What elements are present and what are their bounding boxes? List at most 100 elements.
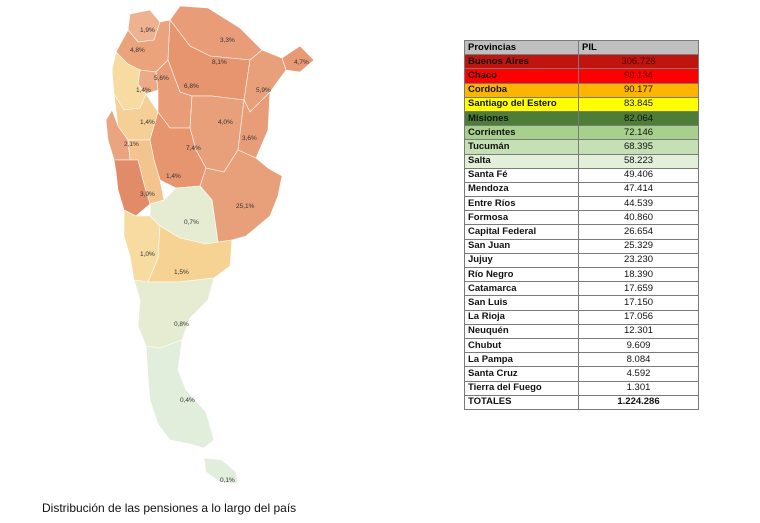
table-row: San Juan 25.329: [464, 238, 699, 254]
region-tierra-del-fuego: [203, 457, 239, 485]
label-chubut: 0,8%: [174, 321, 189, 328]
map-caption: Distribución de las pensiones a lo largo…: [42, 501, 297, 515]
label-la-pampa: 0,7%: [184, 219, 199, 226]
label-corrientes: 5,9%: [256, 87, 271, 94]
pil-value: 40.860: [578, 210, 699, 226]
label-santa-fe: 4,0%: [218, 119, 233, 126]
table-row: Entre Ríos 44.539: [464, 196, 699, 212]
province-name: San Juan: [464, 238, 579, 254]
province-name: Tucumán: [464, 139, 579, 155]
pil-value: 49.406: [578, 167, 699, 183]
region-santa-cruz: [145, 339, 215, 449]
province-name: San Luis: [464, 295, 579, 311]
map-percentage-labels: 1,9% 3,3% 4,8% 8,1% 4,7% 5,6% 6,8% 5,9% …: [124, 27, 309, 484]
label-buenos-aires: 25,1%: [236, 203, 255, 210]
label-neuquen: 1,0%: [140, 251, 155, 258]
table-row: Tierra del Fuego 1.301: [464, 380, 699, 396]
header-province: Provincias: [464, 39, 579, 56]
province-name: Salta: [464, 153, 579, 169]
province-name: Chaco: [464, 68, 579, 84]
province-name: Capital Federal: [464, 224, 579, 240]
province-name: Buenos Aires: [464, 54, 579, 70]
table-row: Mendoza 47.414: [464, 181, 699, 198]
table-row: Capital Federal 26.654: [464, 224, 699, 240]
label-san-juan: 2,1%: [124, 141, 139, 148]
table-row: Catamarca 17.659: [464, 281, 699, 297]
pil-value: 23.230: [578, 252, 699, 269]
pil-value: 68.395: [578, 139, 699, 155]
table-row: Neuquén 12.301: [464, 323, 699, 339]
pil-value: 82.064: [578, 110, 699, 127]
province-name: Jujuy: [464, 252, 579, 269]
label-cordoba: 7,4%: [186, 145, 201, 152]
label-rio-negro: 1,5%: [174, 269, 189, 276]
table-row: Buenos Aires 306.728: [464, 54, 699, 70]
table-row: Chubut 9.609: [464, 337, 699, 354]
label-santiago-del-estero: 6,8%: [184, 83, 199, 90]
province-name: Neuquén: [464, 323, 579, 339]
pensions-table-container: Provincias PIL Buenos Aires 306.728 Chaco 9…: [464, 39, 699, 410]
province-name: Cordoba: [464, 82, 579, 98]
province-name: Mendoza: [464, 181, 579, 198]
totals-value: 1.224.286: [578, 394, 699, 410]
pil-value: 1.301: [578, 380, 699, 396]
province-name: Formosa: [464, 210, 579, 226]
table-row: Santa Fé 49.406: [464, 167, 699, 183]
label-la-rioja: 1,4%: [140, 119, 155, 126]
pil-value: 99.134: [578, 68, 699, 84]
table-row: Chaco 99.134: [464, 68, 699, 84]
label-entre-rios: 3,6%: [242, 135, 257, 142]
table-row: Misiones 82.064: [464, 110, 699, 127]
table-row: Cordoba 90.177: [464, 82, 699, 98]
table-body: Buenos Aires 306.728 Chaco 99.134 Cordoba 90.…: [464, 54, 699, 396]
pil-value: 12.301: [578, 323, 699, 339]
table-row: Corrientes 72.146: [464, 125, 699, 141]
province-name: Santa Fé: [464, 167, 579, 183]
label-santa-cruz: 0,4%: [180, 397, 195, 404]
pil-value: 47.414: [578, 181, 699, 198]
pil-value: 72.146: [578, 125, 699, 141]
pil-value: 4.592: [578, 366, 699, 382]
table-row: Río Negro 18.390: [464, 266, 699, 283]
pil-value: 9.609: [578, 337, 699, 354]
province-name: Catamarca: [464, 281, 579, 297]
argentina-map: 1,9% 3,3% 4,8% 8,1% 4,7% 5,6% 6,8% 5,9% …: [105, 5, 315, 485]
label-salta: 4,8%: [130, 47, 145, 54]
region-chubut: [133, 277, 215, 349]
label-tierra-del-fuego: 0,1%: [220, 477, 235, 484]
pil-value: 26.654: [578, 224, 699, 240]
pil-value: 17.150: [578, 295, 699, 311]
table-row: San Luis 17.150: [464, 295, 699, 311]
province-name: Misiones: [464, 110, 579, 127]
table-row: La Pampa 8.084: [464, 352, 699, 368]
province-name: Entre Ríos: [464, 196, 579, 212]
table-row: Jujuy 23.230: [464, 252, 699, 269]
label-jujuy: 1,9%: [140, 27, 155, 34]
province-name: Santiago del Estero: [464, 96, 579, 112]
province-name: Santa Cruz: [464, 366, 579, 382]
region-rio-negro: [147, 225, 233, 283]
province-name: Río Negro: [464, 266, 579, 283]
pil-value: 306.728: [578, 54, 699, 70]
pil-value: 90.177: [578, 82, 699, 98]
table-header-row: Provincias PIL: [464, 39, 699, 56]
province-name: La Pampa: [464, 352, 579, 368]
province-name: La Rioja: [464, 309, 579, 325]
pil-value: 44.539: [578, 196, 699, 212]
table-row: Formosa 40.860: [464, 210, 699, 226]
province-name: Tierra del Fuego: [464, 380, 579, 396]
province-name: Corrientes: [464, 125, 579, 141]
table-row: Salta 58.223: [464, 153, 699, 169]
label-tucuman: 5,6%: [154, 75, 169, 82]
pil-value: 25.329: [578, 238, 699, 254]
label-formosa: 3,3%: [220, 37, 235, 44]
pil-value: 17.659: [578, 281, 699, 297]
table-row: Tucumán 68.395: [464, 139, 699, 155]
pil-value: 18.390: [578, 266, 699, 283]
totals-label: TOTALES: [464, 394, 579, 410]
table-totals-row: TOTALES 1.224.286: [464, 394, 699, 410]
pil-value: 17.056: [578, 309, 699, 325]
pensions-table: Provincias PIL Buenos Aires 306.728 Chaco 9…: [464, 39, 699, 410]
province-name: Chubut: [464, 337, 579, 354]
label-catamarca: 1,4%: [136, 87, 151, 94]
